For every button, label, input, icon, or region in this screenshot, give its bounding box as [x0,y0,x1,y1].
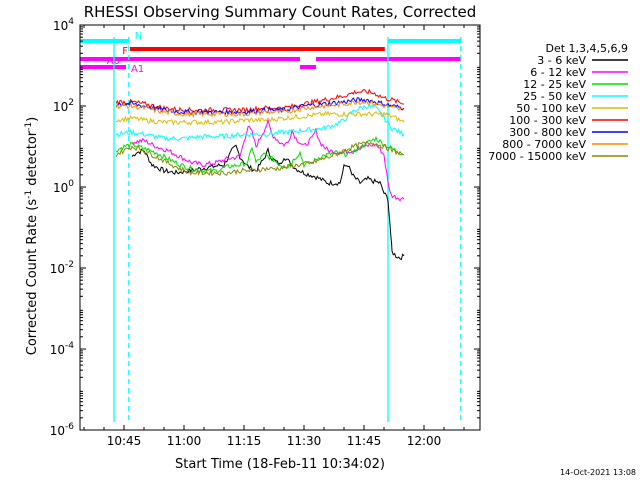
y-tick-label-1: 102 [53,98,74,114]
x-tick-label-3: 11:30 [287,434,322,448]
y-axis-label-sup2: -1 [24,122,34,131]
y-axis-label-mid: detector [25,130,40,190]
series-line-8 [115,140,405,177]
flag-label-F: F [122,46,128,57]
series-line-4 [115,110,405,126]
series-line-0 [131,144,405,261]
y-tick-label-5: 10-6 [50,422,75,438]
series-line-2 [115,135,405,175]
series-line-1 [131,119,405,202]
legend-label-0: 3 - 6 keV [537,54,586,67]
legend-label-7: 800 - 7000 keV [502,138,586,151]
y-axis-ticks: 104 102 100 10-2 10-4 10-6 [50,17,480,438]
x-axis-ticks: 10:45 11:00 11:15 11:30 11:45 12:00 [83,25,465,448]
y-tick-label-0: 104 [53,17,74,33]
legend-label-8: 7000 - 15000 keV [488,150,586,163]
legend-label-3: 25 - 50 keV [523,90,586,103]
flag-label-N: N [135,31,142,42]
series-line-3 [115,103,405,142]
flag-label-A1: A1 [131,64,144,75]
flag-bars: NFA0A1 [80,31,461,75]
legend-label-4: 50 - 100 keV [516,102,586,115]
x-tick-label-0: 10:45 [107,434,142,448]
y-axis-label-main: Corrected Count Rate (s [25,199,40,356]
y-axis-label-sup1: -1 [24,190,34,199]
render-timestamp: 14-Oct-2021 13:08 [560,468,636,477]
x-tick-label-4: 11:45 [347,434,382,448]
x-tick-label-5: 12:00 [407,434,442,448]
legend-title: Det 1,3,4,5,6,9 [545,42,628,55]
x-axis-label: Start Time (18-Feb-11 10:34:02) [175,457,385,472]
y-tick-label-2: 100 [53,179,74,195]
chart-title: RHESSI Observing Summary Count Rates, Co… [84,3,477,21]
y-axis-label: Corrected Count Rate (s-1 detector-1) [24,117,40,355]
plot-frame [79,24,481,431]
y-tick-label-4: 10-4 [50,341,75,357]
y-tick-label-3: 10-2 [50,260,74,276]
x-tick-label-2: 11:15 [227,434,262,448]
y-axis-label-end: ) [25,117,40,122]
legend-label-6: 300 - 800 keV [509,126,586,139]
legend-label-2: 12 - 25 keV [523,78,586,91]
x-tick-label-1: 11:00 [167,434,202,448]
series-lines [115,88,405,261]
series-line-5 [115,88,405,114]
legend-label-5: 100 - 300 keV [509,114,586,127]
vertical-markers [113,37,462,422]
legend-label-1: 6 - 12 keV [530,66,586,79]
series-line-6 [115,97,405,117]
series-line-7 [115,99,405,119]
